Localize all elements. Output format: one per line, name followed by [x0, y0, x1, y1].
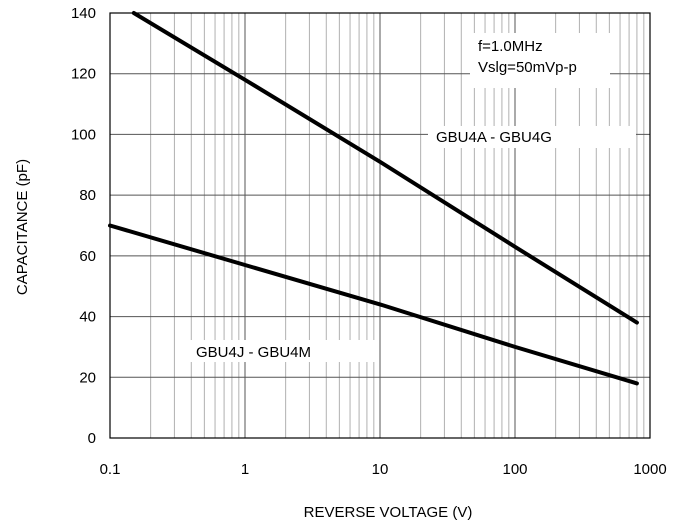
series-line-1 [131, 11, 639, 325]
x-tick-label: 1 [241, 461, 249, 478]
conditions-box-bg [470, 33, 610, 88]
y-axis-title: CAPACITANCE (pF) [14, 159, 31, 295]
x-tick-label: 1000 [633, 461, 666, 478]
annotation-signal-level: Vslg=50mVp-p [478, 59, 577, 76]
y-tick-label: 20 [79, 369, 96, 386]
y-tick-label: 40 [79, 309, 96, 326]
y-tick-label: 80 [79, 187, 96, 204]
y-tick-label: 120 [71, 66, 96, 83]
series-label-bg-2 [188, 340, 376, 362]
y-tick-label: 100 [71, 126, 96, 143]
y-tick-label: 60 [79, 248, 96, 265]
tick-labels: 0.1 1 10 100 1000 0 20 40 60 80 100 120 140 [71, 5, 667, 478]
series-group [108, 11, 639, 386]
series-line-2 [108, 223, 639, 386]
series-label-gbu4j-gbu4m: GBU4J - GBU4M [196, 344, 311, 361]
x-tick-label: 10 [372, 461, 389, 478]
y-tick-label: 0 [88, 430, 96, 447]
series-label-bg-1 [428, 126, 636, 148]
x-tick-label: 100 [502, 461, 527, 478]
y-tick-label: 140 [71, 5, 96, 22]
annotation-frequency: f=1.0MHz [478, 38, 543, 55]
grid [110, 13, 650, 438]
x-axis-title: REVERSE VOLTAGE (V) [304, 504, 473, 521]
x-tick-label: 0.1 [100, 461, 121, 478]
series-label-gbu4a-gbu4g: GBU4A - GBU4G [436, 129, 552, 146]
